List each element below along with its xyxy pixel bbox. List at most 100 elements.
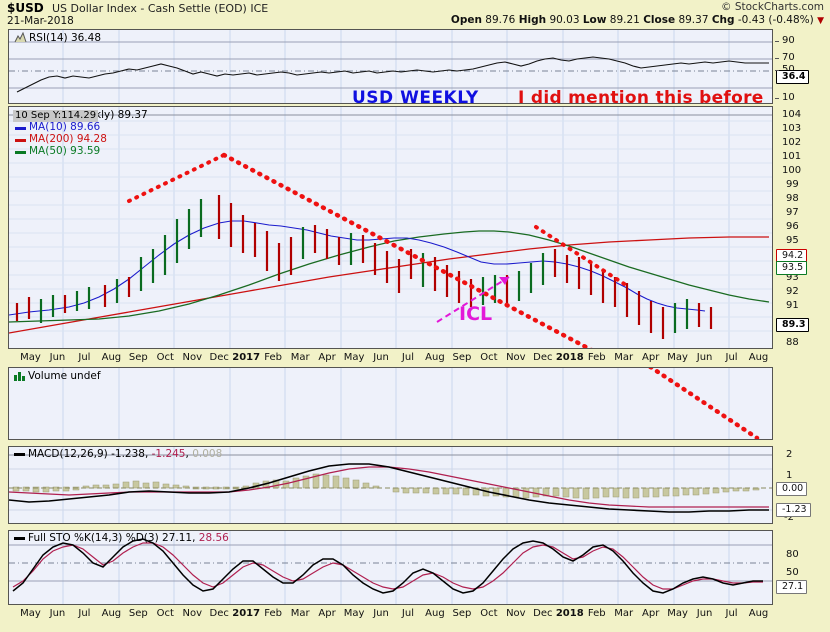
xaxis-tick-jul: Jul <box>401 608 415 619</box>
xaxis-tick-oct: Oct <box>480 352 498 363</box>
ma50-swatch <box>15 151 26 154</box>
xaxis-tick-jun: Jun <box>49 352 66 363</box>
volume-icon <box>14 372 25 381</box>
xaxis-tick-2018: 2018 <box>555 608 584 619</box>
xaxis-tick-may: May <box>343 352 365 363</box>
xaxis-tick-may: May <box>20 608 41 619</box>
open-label: Open <box>450 14 482 26</box>
stochastic-panel: Full STO %K(14,3) %D(3) 27.11, 28.56 <box>8 530 773 605</box>
xaxis-tick-dec: Dec <box>533 608 553 619</box>
xaxis-tick-jun: Jun <box>696 352 713 363</box>
symbol-ticker: $USD <box>7 1 44 15</box>
volume-plot <box>62 368 760 439</box>
macd-panel: MACD(12,26,9) -1.238, -1.245, 0.008 <box>8 446 773 524</box>
stockcharts-brand: © StockCharts.com <box>721 1 824 13</box>
macd-signal-value: -1.245 <box>151 448 186 460</box>
xaxis-tick-jul: Jul <box>401 352 415 363</box>
ma10-legend: MA(10) 89.66 <box>29 121 101 133</box>
xaxis-tick-apr: Apr <box>318 352 336 363</box>
stoch-k-flag: 27.1 <box>776 580 808 594</box>
xaxis-tick-2017: 2017 <box>232 608 261 619</box>
price-tick-102: 102 <box>782 137 802 148</box>
usd-weekly-annotation: USD WEEKLY <box>352 88 479 108</box>
xaxis-tick-sep: Sep <box>452 608 472 619</box>
stochastic-swatch <box>14 537 25 540</box>
xaxis-tick-may: May <box>667 352 688 363</box>
rsi-tick-90: 90 <box>782 35 795 46</box>
rsi-indicator-icon <box>14 32 27 43</box>
stochastic-xaxis: May Jun Jul Aug Sep Oct Nov Dec 2017 Feb Mar Apr May… <box>8 608 773 622</box>
xaxis-tick-sep: Sep <box>452 352 472 363</box>
change-down-arrow-icon: ▼ <box>817 16 824 26</box>
volume-legend: Volume undef <box>28 370 101 382</box>
xaxis-tick-apr: Apr <box>318 608 336 619</box>
ma50-value-flag: 93.5 <box>776 261 808 275</box>
xaxis-tick-aug: Aug <box>425 352 445 363</box>
xaxis-tick-2017: 2017 <box>232 352 261 363</box>
price-tick-97: 97 <box>786 207 799 218</box>
low-label: Low <box>582 14 607 26</box>
xaxis-tick-feb: Feb <box>587 352 606 363</box>
rsi-plot <box>9 30 772 103</box>
xaxis-tick-nov: Nov <box>506 608 526 619</box>
price-tick-99: 99 <box>786 179 799 190</box>
open-value: 89.76 <box>485 14 516 26</box>
xaxis-tick-feb: Feb <box>587 608 606 619</box>
rsi-tick-70: 70 <box>782 52 795 63</box>
volume-panel: Volume undef <box>8 367 773 440</box>
icl-annotation: ICL <box>459 303 493 325</box>
xaxis-tick-feb: Feb <box>264 608 283 619</box>
xaxis-tick-nov: Nov <box>506 352 526 363</box>
macd-legend: MACD(12,26,9) -1.238, -1.245, 0.008 <box>28 448 222 460</box>
ohlc-quote-bar: Open 89.76 High 90.03 Low 89.21 Close 89… <box>451 14 824 26</box>
price-tick-98: 98 <box>786 193 799 204</box>
xaxis-tick-apr: Apr <box>642 352 660 363</box>
ma10-swatch <box>15 127 26 130</box>
xaxis-tick-aug: Aug <box>748 352 769 363</box>
change-value: -0.43 (-0.48%) <box>737 14 814 26</box>
xaxis-tick-may: May <box>667 608 688 619</box>
ma200-legend: MA(200) 94.28 <box>29 133 107 145</box>
xaxis-tick-jun: Jun <box>696 608 713 619</box>
stoch-tick-50: 50 <box>786 567 799 578</box>
macd-swatch <box>14 453 25 456</box>
rsi-panel: RSI(14) 36.48 <box>8 29 773 104</box>
xaxis-tick-oct: Oct <box>156 608 174 619</box>
rsi-tick-10: 10 <box>782 92 795 103</box>
high-value: 90.03 <box>549 14 580 26</box>
xaxis-tick-may: May <box>343 608 365 619</box>
stochastic-legend: Full STO %K(14,3) %D(3) 27.11, 28.56 <box>28 532 229 544</box>
stochastic-legend-text: Full STO %K(14,3) %D(3) 27.11, <box>28 532 196 544</box>
xaxis-tick-aug: Aug <box>425 608 445 619</box>
crosshair-tooltip: 10 Sep Y:114.29 <box>13 110 99 122</box>
price-tick-96: 96 <box>786 221 799 232</box>
xaxis-tick-nov: Nov <box>182 608 203 619</box>
rsi-tick-50: 50 <box>782 64 795 75</box>
xaxis-tick-aug: Aug <box>101 352 122 363</box>
stochastic-plot <box>9 531 772 604</box>
price-tick-95: 95 <box>786 235 799 246</box>
ma50-legend: MA(50) 93.59 <box>29 145 101 157</box>
xaxis-tick-mar: Mar <box>290 352 310 363</box>
price-tick-104: 104 <box>782 109 802 120</box>
price-tick-92: 92 <box>786 286 799 297</box>
price-tick-103: 103 <box>782 123 802 134</box>
stoch-tick-80: 80 <box>786 549 799 560</box>
symbol-description: US Dollar Index - Cash Settle (EOD) ICE <box>52 2 269 15</box>
chart-header: $USD US Dollar Index - Cash Settle (EOD)… <box>0 0 830 28</box>
macd-sep2: , <box>185 448 189 460</box>
low-value: 89.21 <box>609 14 640 26</box>
xaxis-tick-oct: Oct <box>156 352 174 363</box>
xaxis-tick-jun: Jun <box>373 352 389 363</box>
xaxis-tick-dec: Dec <box>209 608 229 619</box>
macd-tick-neg2: -2 <box>784 512 794 523</box>
price-tick-91: 91 <box>786 300 799 311</box>
price-tick-101: 101 <box>782 151 802 162</box>
comment-annotation: I did mention this before <box>518 88 764 108</box>
xaxis-tick-nov: Nov <box>182 352 203 363</box>
price-legend-tail: kly) 89.37 <box>95 109 148 121</box>
xaxis-tick-jun: Jun <box>49 608 66 619</box>
price-plot <box>9 107 772 348</box>
macd-sep1: , <box>144 448 149 460</box>
